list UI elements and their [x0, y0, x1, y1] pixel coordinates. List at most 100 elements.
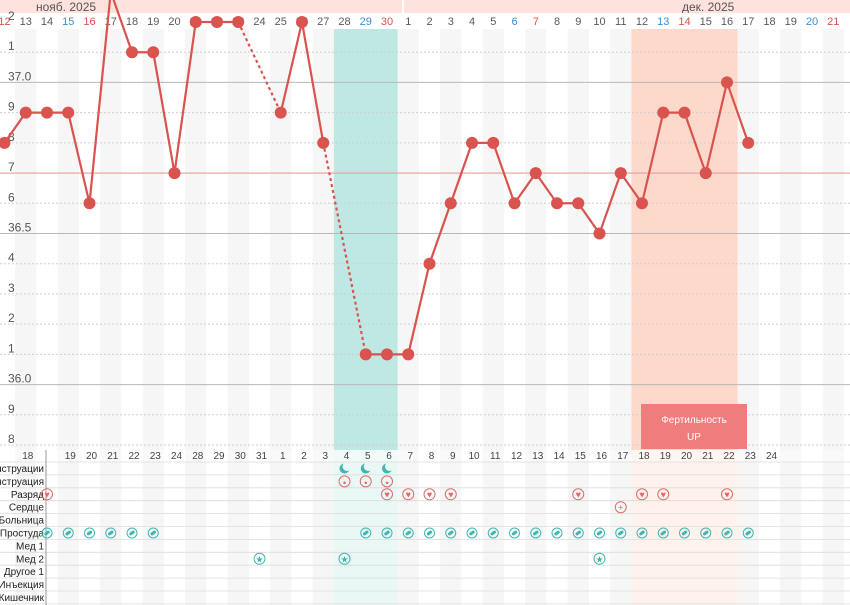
- pill-icon[interactable]: [402, 527, 414, 539]
- symptom-icons[interactable]: ●●●♥♥♥♥♥♥♥♥♥♥+★★★: [0, 462, 754, 565]
- temperature-point[interactable]: [296, 16, 308, 28]
- pill-icon[interactable]: [742, 527, 754, 539]
- row-label: Простуда: [0, 529, 44, 540]
- pill-icon[interactable]: [551, 527, 563, 539]
- pill-icon[interactable]: [594, 527, 605, 539]
- pill-icon[interactable]: [700, 527, 712, 539]
- temperature-point[interactable]: [402, 348, 415, 361]
- month-label-december: дек. 2025: [682, 0, 735, 14]
- pill-icon[interactable]: [126, 527, 138, 539]
- plus-icon[interactable]: +: [614, 501, 627, 514]
- heart-icon[interactable]: ♥: [721, 488, 733, 501]
- pill-icon[interactable]: [41, 527, 53, 539]
- pill-icon[interactable]: [360, 527, 372, 539]
- pill-icon[interactable]: [530, 527, 542, 539]
- temperature-points[interactable]: [0, 0, 755, 361]
- temperature-point[interactable]: [147, 46, 160, 59]
- temperature-point[interactable]: [62, 106, 75, 119]
- heart-icon[interactable]: ♥: [572, 488, 585, 501]
- temperature-point[interactable]: [529, 167, 542, 180]
- temperature-point[interactable]: [423, 257, 436, 270]
- pill-icon[interactable]: [679, 527, 690, 539]
- column-shade: [737, 13, 759, 605]
- svg-text:★: ★: [255, 554, 263, 564]
- temperature-point[interactable]: [678, 106, 691, 119]
- temperature-point[interactable]: [189, 16, 202, 28]
- line-segment: [3, 112, 27, 144]
- cycle-day-label: 2: [301, 451, 307, 462]
- pill-icon[interactable]: [509, 527, 520, 539]
- pill-icon[interactable]: [424, 527, 435, 539]
- fertility-window[interactable]: Фертильность UP: [641, 404, 747, 449]
- temperature-point[interactable]: [19, 106, 32, 119]
- temperature-point[interactable]: [0, 136, 11, 149]
- pill-icon[interactable]: [105, 527, 117, 539]
- temperature-point[interactable]: [381, 348, 393, 361]
- temperature-point[interactable]: [444, 197, 457, 210]
- pill-icon[interactable]: [147, 527, 159, 539]
- temperature-point[interactable]: [742, 136, 755, 149]
- temperature-point[interactable]: [317, 136, 330, 149]
- pill-icon[interactable]: [615, 527, 627, 539]
- pill-icon[interactable]: [487, 527, 499, 539]
- svg-text:●: ●: [385, 481, 389, 487]
- heart-icon[interactable]: ♥: [636, 488, 648, 501]
- svg-text:+: +: [618, 502, 623, 512]
- star-icon[interactable]: ★: [593, 552, 606, 565]
- temperature-point[interactable]: [721, 76, 733, 89]
- temperature-point[interactable]: [274, 106, 287, 119]
- date-label: 18: [126, 16, 138, 28]
- heart-icon[interactable]: ♥: [41, 488, 53, 501]
- date-label: 7: [533, 16, 539, 28]
- line-segment: [725, 82, 750, 144]
- star-icon[interactable]: ★: [338, 552, 351, 565]
- row-label: Кишечник: [0, 593, 45, 604]
- moon-icon[interactable]: [360, 462, 373, 474]
- heart-icon[interactable]: ♥: [657, 488, 670, 501]
- fertility-label-box[interactable]: [641, 404, 747, 449]
- date-label: 13: [20, 16, 32, 28]
- temperature-point[interactable]: [572, 197, 585, 210]
- temperature-point[interactable]: [83, 197, 96, 210]
- date-label: 9: [575, 16, 581, 28]
- temperature-point[interactable]: [699, 167, 712, 180]
- temperature-point[interactable]: [636, 197, 648, 210]
- temperature-point[interactable]: [614, 167, 627, 180]
- pill-icon[interactable]: [84, 527, 95, 539]
- drop-icon[interactable]: ●: [338, 475, 351, 488]
- pill-icon[interactable]: [721, 527, 733, 539]
- temperature-point[interactable]: [359, 348, 372, 361]
- heart-icon[interactable]: ♥: [381, 488, 393, 501]
- pill-icon[interactable]: [636, 527, 648, 539]
- temperature-point[interactable]: [211, 16, 223, 28]
- temperature-point[interactable]: [168, 167, 181, 180]
- temperature-point[interactable]: [551, 197, 563, 210]
- heart-icon[interactable]: ♥: [444, 488, 457, 501]
- pill-icon[interactable]: [657, 527, 669, 539]
- moon-icon[interactable]: [382, 462, 394, 474]
- star-icon[interactable]: ★: [253, 552, 266, 565]
- drop-icon[interactable]: ●: [381, 475, 393, 488]
- temperature-point[interactable]: [232, 16, 245, 28]
- heart-icon[interactable]: ♥: [402, 488, 415, 501]
- moon-icon[interactable]: [339, 462, 352, 474]
- temperature-point[interactable]: [126, 46, 138, 59]
- date-label: 15: [62, 16, 74, 28]
- heart-icon[interactable]: ♥: [423, 488, 436, 501]
- temperature-point[interactable]: [487, 136, 500, 149]
- pill-icon[interactable]: [572, 527, 584, 539]
- pill-icon[interactable]: [62, 527, 74, 539]
- line-segment: [407, 263, 431, 355]
- line-segment: [683, 112, 707, 174]
- line-segment: [112, 0, 134, 53]
- pill-icon[interactable]: [445, 527, 457, 539]
- temperature-point[interactable]: [508, 197, 521, 210]
- temperature-point[interactable]: [593, 227, 606, 240]
- temperature-point[interactable]: [657, 106, 670, 119]
- drop-icon[interactable]: ●: [359, 475, 372, 488]
- temperature-point[interactable]: [41, 106, 53, 119]
- pill-icon[interactable]: [381, 527, 393, 539]
- pill-icon[interactable]: [466, 527, 478, 539]
- temperature-point[interactable]: [466, 136, 478, 149]
